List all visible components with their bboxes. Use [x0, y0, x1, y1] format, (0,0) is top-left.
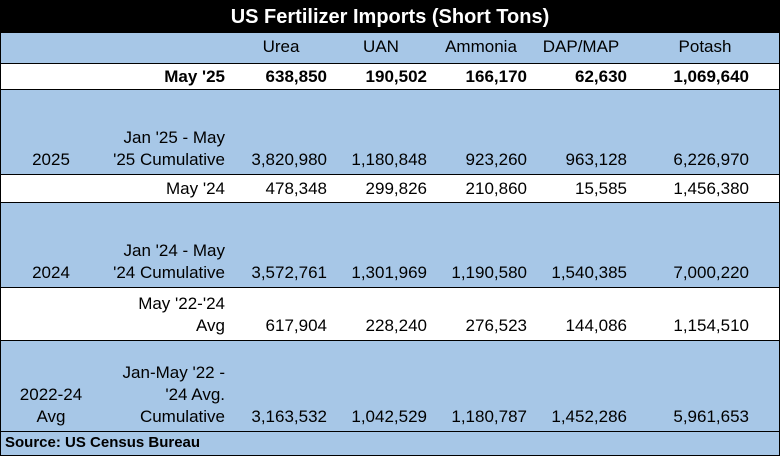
cell-potash: 6,226,970: [673, 150, 749, 169]
table-row: 2022-24 Avg Jan-May '22 - '24 Avg. Cumul…: [1, 341, 779, 431]
cell-uan: 299,826: [365, 178, 427, 198]
row-group-label: 2022-24 Avg: [19, 385, 83, 426]
row-group-label: 2025: [32, 150, 70, 169]
table-row: May '25 638,850 190,502 166,170 62,630 1…: [1, 64, 779, 89]
column-header-dap-map: DAP/MAP: [542, 37, 620, 56]
cell-ammonia: 1,180,787: [451, 407, 527, 426]
row-label: Jan '24 - May '24 Cumulative: [113, 241, 225, 282]
row-label: Jan-May '22 - '24 Avg. Cumulative: [122, 363, 225, 426]
cell-urea: 3,820,980: [251, 150, 327, 169]
column-header-urea: Urea: [262, 37, 300, 56]
cell-uan: 1,180,848: [351, 150, 427, 169]
table-row: 2025 Jan '25 - May '25 Cumulative 3,820,…: [1, 90, 779, 174]
cell-uan: 228,240: [365, 316, 427, 335]
cell-dap-map: 1,540,385: [551, 263, 627, 282]
source-note: Source: US Census Bureau: [1, 431, 779, 455]
cell-potash: 1,069,640: [673, 66, 749, 86]
row-label: May '24: [166, 178, 225, 198]
row-label: May '25: [164, 66, 225, 86]
cell-potash: 1,154,510: [673, 316, 749, 335]
cell-uan: 1,301,969: [351, 263, 427, 282]
cell-ammonia: 276,523: [465, 316, 527, 335]
column-header-ammonia: Ammonia: [445, 37, 517, 56]
cell-ammonia: 923,260: [465, 150, 527, 169]
cell-uan: 1,042,529: [351, 407, 427, 426]
column-header-potash: Potash: [678, 37, 732, 56]
cell-potash: 1,456,380: [673, 178, 749, 198]
table-row: May '24 478,348 299,826 210,860 15,585 1…: [1, 175, 779, 202]
cell-potash: 7,000,220: [673, 263, 749, 282]
cell-urea: 3,572,761: [251, 263, 327, 282]
cell-dap-map: 1,452,286: [551, 407, 627, 426]
cell-potash: 5,961,653: [673, 407, 749, 426]
cell-dap-map: 144,086: [565, 316, 627, 335]
row-label: May '22-'24 Avg: [138, 294, 225, 335]
table-row: 2024 Jan '24 - May '24 Cumulative 3,572,…: [1, 203, 779, 287]
table-title: US Fertilizer Imports (Short Tons): [1, 1, 779, 33]
cell-ammonia: 1,190,580: [451, 263, 527, 282]
cell-urea: 478,348: [265, 178, 327, 198]
cell-uan: 190,502: [365, 66, 427, 86]
cell-urea: 638,850: [265, 66, 327, 86]
cell-ammonia: 210,860: [465, 178, 527, 198]
cell-ammonia: 166,170: [465, 66, 527, 86]
cell-urea: 3,163,532: [251, 407, 327, 426]
cell-urea: 617,904: [265, 316, 327, 335]
cell-dap-map: 62,630: [575, 66, 627, 86]
cell-dap-map: 963,128: [565, 150, 627, 169]
row-group-label: 2024: [32, 263, 70, 282]
cell-dap-map: 15,585: [575, 178, 627, 198]
table-row: May '22-'24 Avg 617,904 228,240 276,523 …: [1, 288, 779, 340]
column-header-uan: UAN: [363, 37, 399, 56]
row-label: Jan '25 - May '25 Cumulative: [113, 128, 225, 169]
column-header-row: Urea UAN Ammonia DAP/MAP Potash: [1, 33, 779, 63]
